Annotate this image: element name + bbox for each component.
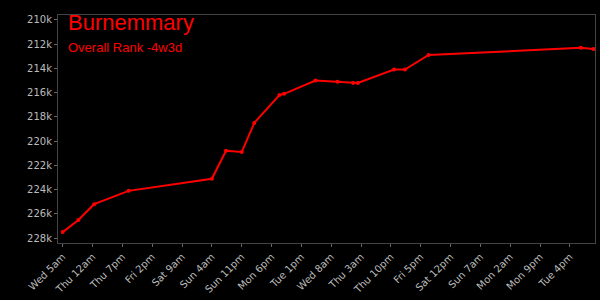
svg-text:Thu 3am: Thu 3am: [326, 251, 366, 291]
svg-text:Sun 4am: Sun 4am: [178, 251, 217, 290]
svg-text:Thu 12am: Thu 12am: [53, 251, 97, 295]
svg-text:Wed 8am: Wed 8am: [295, 251, 336, 292]
svg-text:Fri 5pm: Fri 5pm: [391, 251, 425, 285]
svg-text:Sat 12pm: Sat 12pm: [413, 251, 455, 293]
svg-text:Thu 10pm: Thu 10pm: [351, 251, 395, 295]
svg-text:222k: 222k: [27, 160, 52, 171]
svg-text:Mon 2am: Mon 2am: [475, 251, 516, 292]
svg-text:Mon 9pm: Mon 9pm: [504, 251, 545, 292]
svg-text:Sat 9am: Sat 9am: [150, 251, 187, 288]
svg-text:Tue 4pm: Tue 4pm: [536, 251, 575, 290]
svg-text:Thu 7pm: Thu 7pm: [87, 251, 127, 291]
svg-text:214k: 214k: [27, 63, 52, 74]
svg-text:Sun 7am: Sun 7am: [446, 251, 485, 290]
svg-text:Mon 6pm: Mon 6pm: [236, 251, 277, 292]
svg-text:212k: 212k: [27, 39, 52, 50]
svg-text:Overall Rank -4w3d: Overall Rank -4w3d: [68, 40, 182, 55]
svg-text:216k: 216k: [27, 87, 52, 98]
svg-text:228k: 228k: [27, 233, 52, 244]
svg-text:224k: 224k: [27, 184, 52, 195]
svg-text:220k: 220k: [27, 136, 52, 147]
svg-text:Sun 11pm: Sun 11pm: [203, 251, 247, 295]
svg-text:226k: 226k: [27, 208, 52, 219]
svg-text:218k: 218k: [27, 111, 52, 122]
svg-text:Fri 2pm: Fri 2pm: [123, 251, 157, 285]
svg-text:Burnemmary: Burnemmary: [68, 10, 194, 35]
svg-text:Tue 1pm: Tue 1pm: [268, 251, 307, 290]
svg-text:210k: 210k: [27, 14, 52, 25]
svg-text:Wed 5am: Wed 5am: [26, 251, 67, 292]
